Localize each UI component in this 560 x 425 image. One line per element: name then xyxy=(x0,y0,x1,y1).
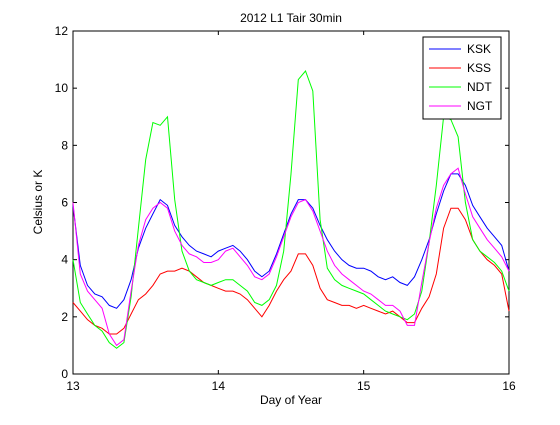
y-tick-label: 12 xyxy=(55,24,69,38)
y-tick-label: 8 xyxy=(61,138,68,152)
series-line-ngt xyxy=(72,167,510,347)
legend-box xyxy=(422,36,502,120)
legend: KSK KSS NDT NGT xyxy=(422,36,502,120)
y-tick-label: 10 xyxy=(55,81,69,95)
x-axis-label: Day of Year xyxy=(260,393,322,407)
legend-label-ksk: KSK xyxy=(467,42,491,56)
legend-label-ndt: NDT xyxy=(467,80,492,94)
series-line-kss xyxy=(72,207,510,335)
x-tick-label: 13 xyxy=(66,379,80,393)
series-line-ksk xyxy=(72,173,510,309)
legend-label-ngt: NGT xyxy=(467,99,493,113)
x-tick-label: 15 xyxy=(357,379,371,393)
series-lines xyxy=(72,70,510,349)
y-axis-label: Celsius or K xyxy=(31,170,45,235)
y-tick-label: 4 xyxy=(61,253,68,267)
chart-title: 2012 L1 Tair 30min xyxy=(240,11,342,25)
x-tick-label: 16 xyxy=(502,379,516,393)
y-tick-label: 0 xyxy=(61,367,68,381)
legend-label-kss: KSS xyxy=(467,61,491,75)
y-tick-label: 2 xyxy=(61,310,68,324)
x-tick-label: 14 xyxy=(212,379,226,393)
y-tick-label: 6 xyxy=(61,196,68,210)
series-line-ndt xyxy=(72,70,510,349)
axis-ticks: 13 14 15 16 0 2 4 6 8 10 12 xyxy=(55,24,516,393)
